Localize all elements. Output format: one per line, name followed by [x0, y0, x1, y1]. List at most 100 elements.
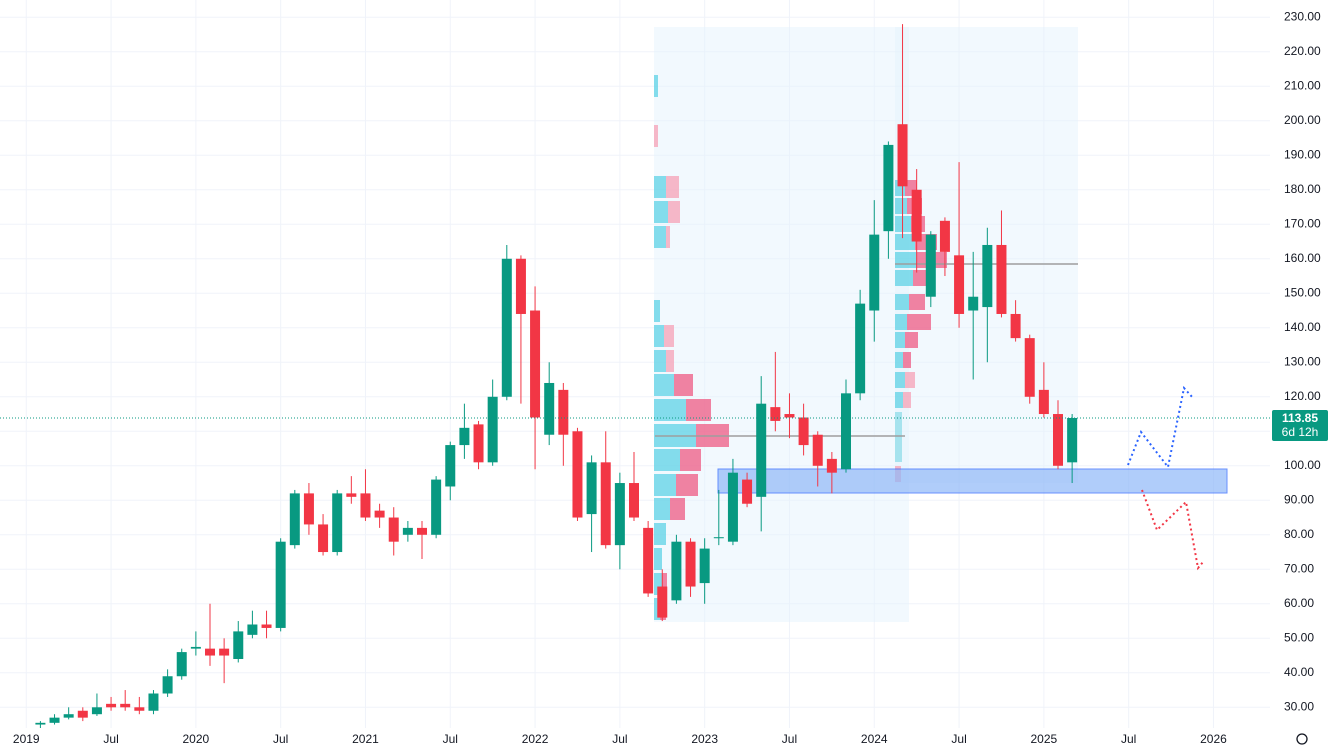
- candle-body: [742, 479, 753, 504]
- y-tick-label: 170.00: [1284, 216, 1321, 230]
- candle-body: [671, 541, 682, 601]
- candle-body: [727, 472, 738, 542]
- profile-bar: [654, 176, 666, 198]
- candle-body: [826, 458, 837, 473]
- profile-bar: [895, 234, 915, 250]
- candle-body: [374, 510, 385, 518]
- profile-bar: [905, 332, 918, 348]
- candle-body: [939, 220, 950, 252]
- x-tick-label: 2022: [522, 732, 549, 746]
- candle-body: [1038, 389, 1049, 415]
- x-tick-label: 2019: [13, 732, 40, 746]
- candle-body: [219, 648, 230, 656]
- profile-bar: [654, 498, 670, 520]
- last-price-label: 113.85: [1282, 411, 1318, 425]
- candle-body: [713, 537, 724, 539]
- candle-body: [190, 646, 201, 649]
- projection-down: [1141, 489, 1204, 571]
- profile-bar: [895, 352, 903, 368]
- profile-bar: [895, 294, 909, 310]
- x-tick-label: 2020: [183, 732, 210, 746]
- candle-body: [925, 234, 936, 297]
- x-tick-label: 2025: [1031, 732, 1058, 746]
- x-tick-label: 2021: [352, 732, 379, 746]
- profile-bar: [654, 201, 668, 223]
- profile-bars: [654, 75, 947, 620]
- candle-body: [629, 483, 639, 518]
- candle-body: [346, 493, 357, 497]
- candle-body: [275, 541, 286, 628]
- profile-bar: [654, 226, 666, 248]
- x-tick-label: Jul: [443, 732, 458, 746]
- candle-body: [63, 714, 74, 718]
- y-tick-label: 120.00: [1284, 389, 1321, 403]
- profile-bar: [668, 201, 680, 223]
- profile-bar: [662, 573, 667, 595]
- candle-body: [982, 244, 993, 308]
- candle-body: [120, 703, 131, 708]
- profile-bar: [895, 180, 905, 196]
- y-tick-label: 220.00: [1284, 44, 1321, 58]
- candle-body: [1010, 313, 1021, 339]
- support-zone: [717, 468, 1228, 494]
- candle-body: [49, 717, 60, 723]
- profile-bar: [903, 392, 911, 408]
- candle-body: [968, 296, 979, 311]
- candle-body: [261, 624, 272, 628]
- candle-body: [770, 407, 781, 421]
- candle-body: [360, 493, 371, 518]
- candle-body: [473, 424, 484, 463]
- y-tick-label: 40.00: [1284, 665, 1314, 679]
- profile-bar: [895, 392, 903, 408]
- y-tick-label: 70.00: [1284, 561, 1314, 575]
- candle-body: [586, 462, 597, 515]
- candle-body: [332, 493, 343, 553]
- profile-bar: [895, 372, 905, 388]
- profile-bar: [654, 399, 686, 421]
- x-tick-label: Jul: [1121, 732, 1136, 746]
- candle-body: [685, 541, 696, 587]
- profile-bar: [895, 412, 902, 462]
- y-tick-label: 90.00: [1284, 492, 1314, 506]
- x-tick-label: Jul: [273, 732, 288, 746]
- candle-body: [784, 414, 795, 418]
- grid: [0, 0, 1270, 728]
- profile-bar: [903, 352, 911, 368]
- profile-bar: [670, 498, 685, 520]
- profile-bar: [895, 198, 907, 214]
- x-tick-label: Jul: [782, 732, 797, 746]
- profile-bar: [905, 372, 915, 388]
- candle-body: [501, 258, 512, 397]
- volume-profile: [654, 27, 1078, 622]
- y-tick-label: 210.00: [1284, 78, 1321, 92]
- candle-body: [558, 389, 569, 435]
- candle-body: [515, 258, 526, 314]
- y-tick-label: 190.00: [1284, 147, 1321, 161]
- settings-icon[interactable]: [1296, 733, 1308, 745]
- candle-body: [134, 707, 145, 711]
- profile-bar: [654, 598, 660, 620]
- candle-body: [91, 707, 102, 715]
- profile-bar: [895, 314, 907, 330]
- profile-bar: [907, 314, 931, 330]
- candle-body: [106, 703, 117, 708]
- price-axis: 30.00 40.00 50.00 60.00 70.00 80.00 90.00 100.0…: [13, 9, 1321, 746]
- candle-body: [883, 144, 894, 232]
- candle-body: [869, 234, 880, 311]
- candle-body: [572, 431, 583, 518]
- candle-body: [544, 382, 555, 435]
- profile-bar: [654, 474, 676, 496]
- profile-bar: [664, 325, 674, 347]
- y-tick-label: 200.00: [1284, 113, 1321, 127]
- candle-body: [530, 310, 541, 418]
- candle-body: [897, 124, 908, 187]
- projection-up: [1127, 385, 1194, 470]
- profile-bar: [895, 332, 905, 348]
- y-tick-label: 140.00: [1284, 320, 1321, 334]
- candle-body: [996, 244, 1007, 314]
- candle-body: [318, 524, 329, 553]
- profile-bar: [909, 294, 925, 310]
- candle-body: [35, 722, 46, 725]
- candle-body: [487, 396, 498, 463]
